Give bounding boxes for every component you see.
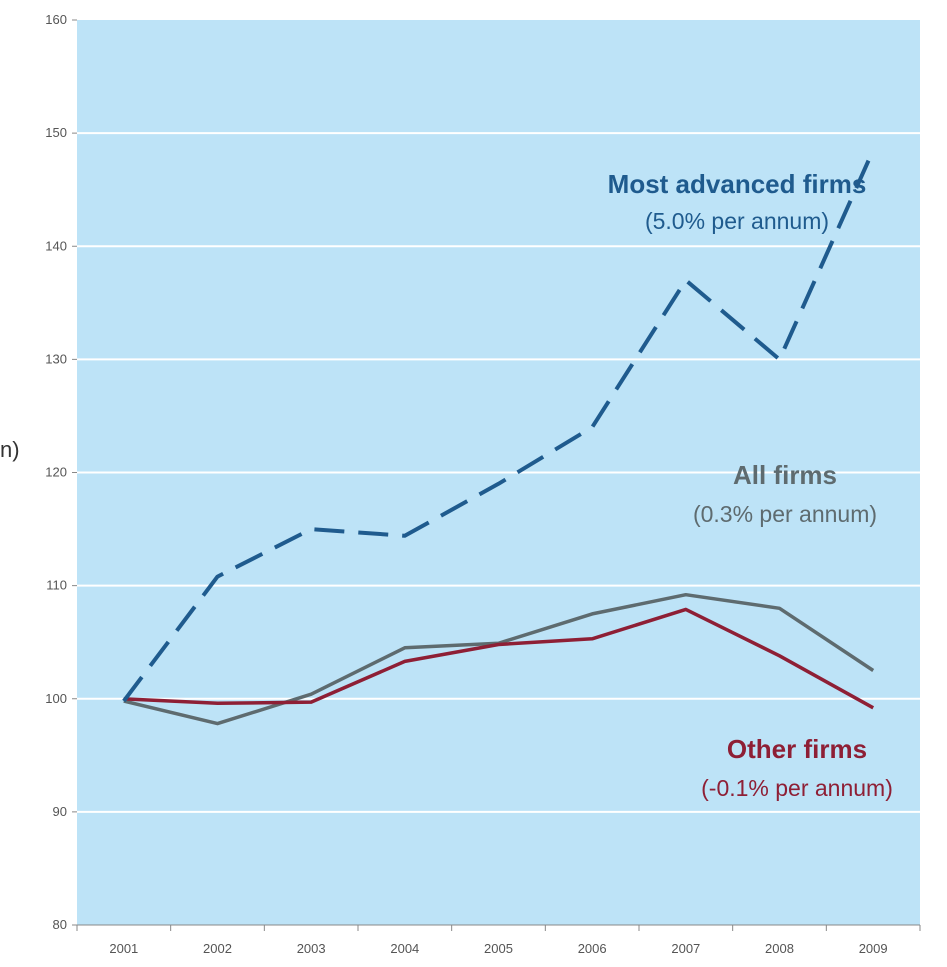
annotation-all-firms: All firms (0.3% per annum) xyxy=(693,460,877,527)
y-tick-label: 100 xyxy=(45,691,67,706)
annotation-other-firms: Other firms (-0.1% per annum) xyxy=(701,734,893,801)
y-tick-label: 80 xyxy=(53,917,67,932)
y-tick-label: 90 xyxy=(53,804,67,819)
x-tick-label: 2008 xyxy=(765,941,794,956)
y-tick-label: 120 xyxy=(45,465,67,480)
x-axis-ticks: 2001 2002 2003 2004 2005 2006 2007 2008 2009 xyxy=(76,924,921,956)
series-note-most-advanced: (5.0% per annum) xyxy=(645,208,829,234)
y-tick-label: 130 xyxy=(45,351,67,366)
gridlines xyxy=(77,132,920,813)
y-axis-ticks: 80 90 100 110 120 130 140 150 160 xyxy=(45,12,77,932)
x-tick-label: 2009 xyxy=(859,941,888,956)
series-note-all-firms: (0.3% per annum) xyxy=(693,501,877,527)
series-line-other-firms xyxy=(123,607,875,710)
x-tick-label: 2002 xyxy=(203,941,232,956)
series-note-other-firms: (-0.1% per annum) xyxy=(701,775,893,801)
series-lines xyxy=(122,149,876,726)
series-label-other-firms: Other firms xyxy=(727,734,867,764)
x-tick-label: 2001 xyxy=(109,941,138,956)
x-tick-label: 2003 xyxy=(297,941,326,956)
series-label-all-firms: All firms xyxy=(733,460,837,490)
series-line-most-advanced xyxy=(122,149,876,703)
y-tick-label: 110 xyxy=(46,578,67,593)
x-tick-label: 2005 xyxy=(484,941,513,956)
y-axis-label: n) xyxy=(0,437,20,462)
x-tick-label: 2004 xyxy=(390,941,419,956)
y-tick-label: 150 xyxy=(45,125,67,140)
y-tick-label: 160 xyxy=(45,12,67,27)
x-tick-label: 2007 xyxy=(671,941,700,956)
y-tick-label: 140 xyxy=(45,238,67,253)
series-label-most-advanced: Most advanced firms xyxy=(608,169,867,199)
annotation-most-advanced: Most advanced firms (5.0% per annum) xyxy=(608,169,867,234)
x-tick-label: 2006 xyxy=(578,941,607,956)
